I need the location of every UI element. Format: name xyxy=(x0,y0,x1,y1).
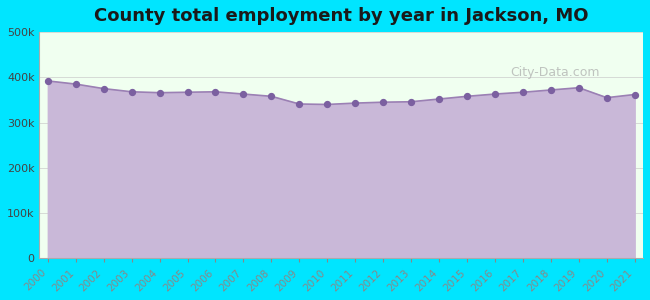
Point xyxy=(266,94,277,99)
Point xyxy=(378,100,388,105)
Point xyxy=(601,95,612,100)
Point xyxy=(71,82,81,86)
Point xyxy=(127,89,137,94)
Point xyxy=(406,99,416,104)
Point xyxy=(517,90,528,94)
Point xyxy=(294,102,304,106)
Point xyxy=(43,79,53,83)
Point xyxy=(434,97,444,101)
Point xyxy=(155,90,165,95)
Point xyxy=(462,94,472,99)
Point xyxy=(99,86,109,91)
Point xyxy=(211,89,221,94)
Point xyxy=(489,92,500,96)
Point xyxy=(183,90,193,94)
Point xyxy=(545,88,556,92)
Point xyxy=(573,85,584,90)
Point xyxy=(629,92,640,97)
Point xyxy=(350,101,360,106)
Text: City-Data.com: City-Data.com xyxy=(510,66,600,79)
Point xyxy=(239,92,249,96)
Point xyxy=(322,102,332,107)
Title: County total employment by year in Jackson, MO: County total employment by year in Jacks… xyxy=(94,7,588,25)
